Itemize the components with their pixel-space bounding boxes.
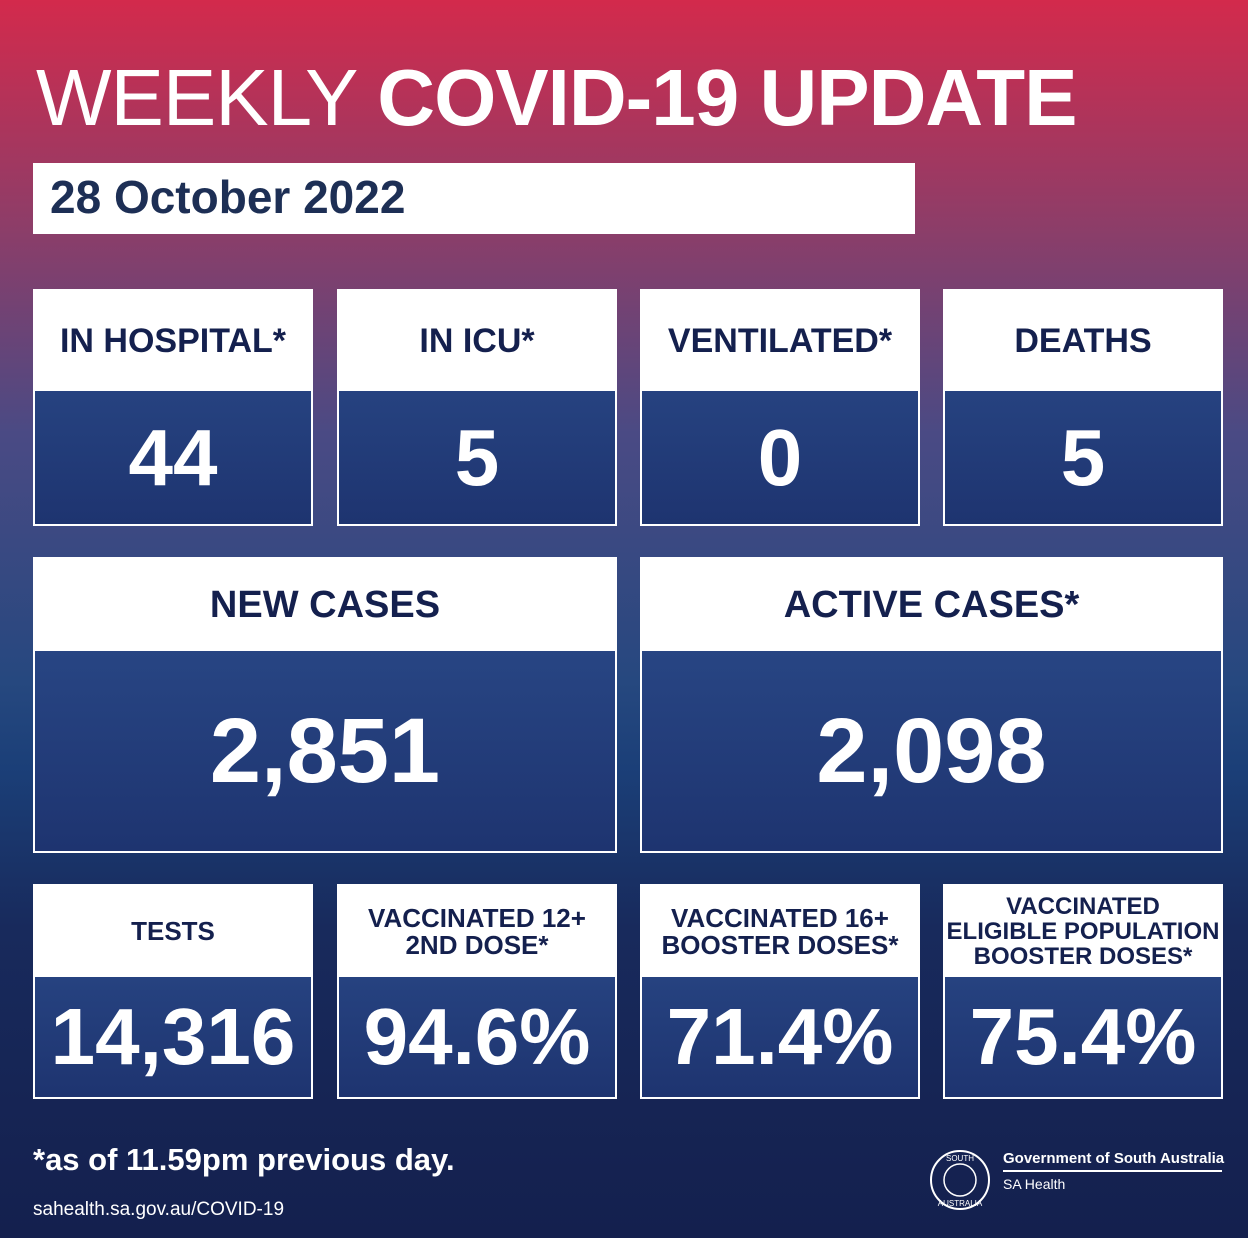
stat-card: ACTIVE CASES* 2,098 [640, 557, 1223, 853]
card-label: VACCINATED [1006, 893, 1160, 920]
stat-card: TESTS 14,316 [33, 884, 313, 1099]
card-label: ELIGIBLE POPULATION [946, 918, 1220, 945]
stat-card: VACCINATED ELIGIBLE POPULATION BOOSTER DOS… [943, 884, 1223, 1099]
card-value: 2,851 [209, 699, 441, 802]
stat-card: NEW CASES 2,851 [33, 557, 617, 853]
card-label: DEATHS [1014, 321, 1152, 360]
stat-card: IN HOSPITAL* 44 [33, 289, 313, 526]
footnote: *as of 11.59pm previous day. [33, 1142, 455, 1177]
title: WEEKLY COVID-19 UPDATE [36, 52, 1077, 144]
seal-text: SOUTH [946, 1154, 974, 1163]
card-header: IN ICU* [339, 291, 615, 391]
title-light: WEEKLY [36, 53, 357, 142]
card-label: VACCINATED 16+ [671, 902, 889, 933]
card-header: ACTIVE CASES* [642, 559, 1221, 651]
card-value: 75.4% [969, 992, 1197, 1081]
title-bold: COVID-19 UPDATE [377, 53, 1077, 142]
card-header: NEW CASES [35, 559, 615, 651]
card-value: 2,098 [816, 699, 1047, 802]
date: 28 October 2022 [50, 171, 406, 223]
card-value: 71.4% [666, 992, 894, 1081]
card-label: NEW CASES [209, 583, 441, 626]
card-header: DEATHS [945, 291, 1221, 391]
seal: SOUTH AUSTRALIA [930, 1150, 990, 1210]
card-header: VACCINATED ELIGIBLE POPULATION BOOSTER DOS… [945, 886, 1221, 977]
card-label: IN ICU* [419, 321, 535, 360]
card-value: 5 [1060, 412, 1106, 502]
stat-card: IN ICU* 5 [337, 289, 617, 526]
card-label: ACTIVE CASES* [783, 583, 1080, 626]
card-header: VENTILATED* [642, 291, 918, 391]
card-value: 94.6% [363, 992, 591, 1081]
card-header: VACCINATED 12+ 2ND DOSE* [339, 886, 615, 977]
stat-card: VENTILATED* 0 [640, 289, 920, 526]
card-label: 2ND DOSE* [405, 929, 549, 960]
stat-card: VACCINATED 16+ BOOSTER DOSES* 71.4% [640, 884, 920, 1099]
seal-text: AUSTRALIA [938, 1199, 983, 1208]
stat-card: DEATHS 5 [943, 289, 1223, 526]
card-label: TESTS [131, 916, 215, 946]
department: SA Health [1003, 1176, 1066, 1192]
government: Government of South Australia [1003, 1150, 1225, 1167]
stat-card: VACCINATED 12+ 2ND DOSE* 94.6% [337, 884, 617, 1099]
card-label: VACCINATED 12+ [368, 902, 586, 933]
url[interactable]: sahealth.sa.gov.au/COVID-19 [33, 1199, 285, 1220]
card-header: TESTS [35, 886, 311, 977]
card-label: BOOSTER DOSES* [973, 943, 1193, 970]
card-value: 5 [454, 412, 500, 502]
card-value: 0 [757, 412, 803, 502]
card-label: VENTILATED* [667, 321, 893, 360]
card-value: 44 [128, 412, 218, 502]
card-value: 14,316 [50, 992, 296, 1081]
date-box [33, 163, 915, 234]
card-header: IN HOSPITAL* [35, 291, 311, 391]
card-header: VACCINATED 16+ BOOSTER DOSES* [642, 886, 918, 977]
card-label: IN HOSPITAL* [59, 321, 287, 360]
card-label: BOOSTER DOSES* [661, 929, 899, 960]
rule [1003, 1170, 1222, 1172]
